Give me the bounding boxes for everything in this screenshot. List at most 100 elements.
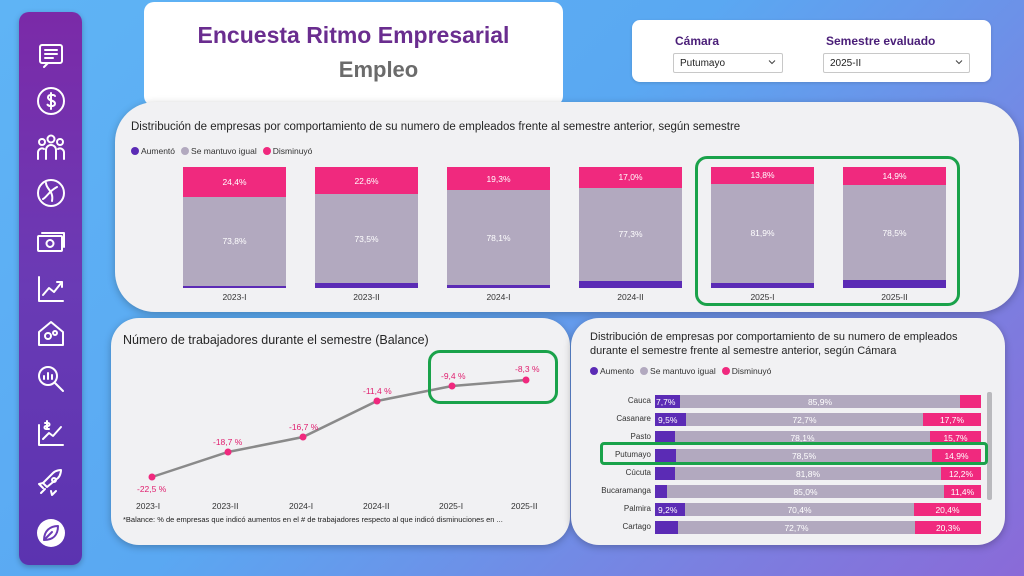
bar-segment-aumento (843, 280, 946, 288)
bar-segment-aumento (711, 282, 814, 288)
trend-icon[interactable] (34, 272, 68, 306)
semestre-filter-label: Semestre evaluado (826, 34, 936, 48)
filter-card: Cámara Putumayo Semestre evaluado 2025-I… (632, 20, 991, 82)
x-axis-label: 2023-I (222, 292, 247, 302)
legend-aumento: Aumentó (131, 146, 175, 156)
money-icon[interactable] (34, 226, 68, 260)
point-label: -18,7 % (213, 437, 243, 447)
segment-igual: 78,1% (675, 431, 930, 444)
legend-igual: Se mantuvo igual (640, 366, 716, 376)
sidebar-nav (19, 12, 82, 565)
camara-selected-value: Putumayo (680, 58, 726, 69)
x-axis-label: 2024-II (363, 501, 390, 511)
segment-disminuyo: 20,3% (915, 521, 981, 534)
bar-segment-igual: 73,8% (183, 196, 286, 286)
point-label: -9,4 % (441, 371, 466, 381)
segment-disminuyo: 12,2% (941, 467, 981, 480)
segment-disminuyo: 15,7% (930, 431, 981, 444)
balance-panel (111, 318, 570, 545)
dollar-icon[interactable] (34, 84, 68, 118)
globe-icon[interactable] (34, 176, 68, 210)
balance-line-chart (148, 376, 530, 481)
bar-2023-II[interactable]: 22,6% 73,5% (315, 167, 418, 288)
point-label: -22,5 % (137, 484, 167, 494)
row-casanare[interactable]: Casanare 9,5% 72,7% 17,7% (616, 413, 981, 426)
survey-icon[interactable] (34, 40, 68, 74)
row-label: Casanare (616, 414, 651, 423)
row-cartago[interactable]: Cartago 72,7% 20,3% (623, 521, 981, 534)
row-putumayo[interactable]: Putumayo 78,5% 14,9% (615, 449, 981, 462)
people-icon[interactable] (34, 130, 68, 164)
bar-segment-igual: 81,9% (711, 183, 814, 283)
point-label: -11,4 % (363, 386, 392, 396)
highlight-box-2025-balance (428, 350, 558, 404)
legend-disminuyo: Disminuyó (262, 146, 312, 156)
bar-segment-aumento (183, 285, 286, 288)
legend-disminuyo: Disminuyó (721, 366, 771, 376)
camara-dropdown[interactable]: Putumayo (673, 53, 783, 73)
camara-chart-scrollbar[interactable] (987, 392, 992, 500)
row-pasto[interactable]: Pasto 78,1% 15,7% (631, 431, 981, 444)
bar-segment-disminuyo: 13,8% (711, 167, 814, 184)
leaf-icon[interactable] (34, 516, 68, 550)
row-label: Palmira (623, 504, 651, 513)
camara-filter-label: Cámara (675, 34, 720, 48)
semestre-selected-value: 2025-II (830, 58, 862, 69)
balance-footnote: *Balance: % de empresas que indicó aumen… (123, 515, 503, 524)
search-analytics-icon[interactable] (34, 362, 68, 396)
bar-segment-aumento (315, 283, 418, 288)
highlight-box-2025 (695, 156, 960, 306)
row-label: Cúcuta (625, 468, 651, 477)
bar-2023-I[interactable]: 24,4% 73,8% (183, 167, 286, 288)
bar-segment-igual: 73,5% (315, 194, 418, 284)
semestre-dropdown[interactable]: 2025-II (823, 53, 970, 73)
bar-segment-igual: 77,3% (579, 187, 682, 282)
chevron-down-icon (768, 60, 776, 65)
bar-segment-disminuyo: 17,0% (579, 167, 682, 188)
segment-disminuyo: 20,4% (914, 503, 981, 516)
x-axis-label: 2025-II (881, 292, 908, 302)
x-axis-label: 2023-I (136, 501, 161, 511)
row-label: Putumayo (614, 450, 651, 459)
bar-2025-I[interactable]: 13,8% 81,9% (711, 167, 814, 288)
segment-aumento (655, 467, 675, 480)
bar-segment-igual: 78,5% (843, 185, 946, 280)
bar-2024-I[interactable]: 19,3% 78,1% (447, 167, 550, 288)
segment-igual: 81,8% (675, 467, 941, 480)
row-label: Bucaramanga (601, 486, 651, 495)
point-label: -8,3 % (515, 364, 540, 374)
bar-2025-II[interactable]: 14,9% 78,5% (843, 167, 946, 288)
segment-disminuyo: 11,4% (944, 485, 981, 498)
row-bucaramanga[interactable]: Bucaramanga 85,0% 11,4% (601, 485, 981, 498)
investment-icon[interactable] (34, 416, 68, 450)
legend-igual: Se mantuvo igual (181, 146, 257, 156)
row-cucuta[interactable]: Cúcuta 81,8% 12,2% (626, 467, 981, 480)
camara-chart-legend: Aumento Se mantuvo igual Disminuyó (590, 366, 771, 376)
point-label: -16,7 % (289, 422, 319, 432)
bar-segment-disminuyo: 22,6% (315, 167, 418, 195)
segment-igual: 78,5% (676, 449, 932, 462)
segment-disminuyo (960, 395, 981, 408)
camara-chart-title-line2: durante el semestre frente al semestre a… (590, 345, 897, 357)
page-subtitle: Empleo (338, 57, 419, 82)
segment-aumento: 9,5% (655, 413, 686, 426)
bar-segment-disminuyo: 14,9% (843, 167, 946, 185)
bar-segment-disminuyo: 19,3% (447, 167, 550, 191)
segment-igual: 70,4% (685, 503, 914, 516)
segment-igual: 72,7% (686, 413, 923, 426)
segment-disminuyo: 17,7% (923, 413, 981, 426)
segment-aumento (655, 431, 675, 444)
legend-aumento: Aumento (590, 366, 634, 376)
rocket-icon[interactable] (34, 466, 68, 500)
row-cauca[interactable]: Cauca 7,7% 85,9% (628, 395, 981, 408)
chevron-down-icon (955, 60, 963, 65)
bar-2024-II[interactable]: 17,0% 77,3% (579, 167, 682, 288)
title-card: Encuesta Ritmo Empresarial Empleo (144, 2, 563, 106)
bar-segment-aumento (447, 284, 550, 288)
row-palmira[interactable]: Palmira 9,2% 70,4% 20,4% (624, 503, 981, 516)
row-label: Pasto (630, 432, 651, 441)
row-label: Cauca (627, 396, 651, 405)
x-axis-label: 2024-I (486, 292, 511, 302)
home-gear-icon[interactable] (34, 316, 68, 350)
page-title: Encuesta Ritmo Empresarial (197, 22, 510, 48)
